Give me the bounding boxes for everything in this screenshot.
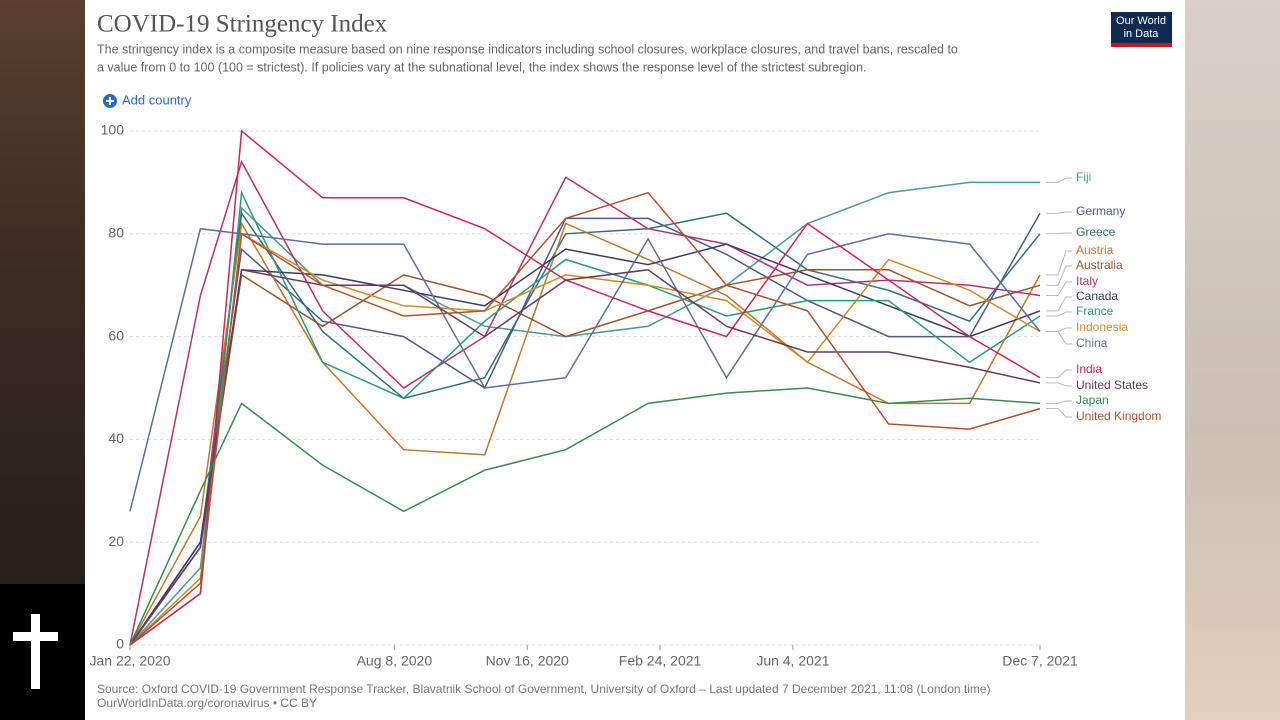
chart-title: COVID-19 Stringency Index [97, 11, 388, 38]
x-tick-label: Jun 4, 2021 [756, 653, 829, 669]
subtitle: a value from 0 to 100 (100 = strictest).… [97, 60, 867, 74]
legend-connector [1046, 232, 1072, 235]
x-tick-label: Aug 8, 2020 [357, 653, 433, 669]
legend-connector [1046, 382, 1072, 387]
legend-label: Greece [1076, 225, 1116, 239]
series-line [129, 189, 1041, 646]
legend-label: Fiji [1076, 170, 1091, 184]
series-line [129, 243, 1041, 646]
x-tick-label: Feb 24, 2021 [619, 653, 702, 669]
legend-connector [1046, 311, 1072, 317]
series-line [129, 211, 1041, 646]
legend-label: Australia [1076, 258, 1123, 272]
legend-connector [1046, 211, 1072, 214]
legend-connector [1046, 265, 1072, 286]
y-tick-label: 100 [101, 122, 125, 138]
legend-connector [1046, 281, 1072, 296]
source: OurWorldInData.org/coronavirus • CC BY [97, 696, 317, 710]
legend-connector [1046, 327, 1072, 332]
y-tick-label: 80 [108, 225, 124, 241]
add-plus[interactable] [106, 97, 114, 105]
logo-text: Our World [1116, 15, 1166, 27]
legend-connector [1046, 250, 1072, 276]
series-line [129, 387, 1041, 646]
series-line [129, 181, 1040, 646]
y-tick-label: 20 [108, 533, 124, 549]
source: Source: Oxford COVID-19 Government Respo… [97, 682, 991, 696]
add-country[interactable]: Add country [103, 92, 192, 108]
y-tick-label: 0 [116, 636, 124, 652]
legend-connector [1046, 369, 1072, 379]
x-tick-label: Jan 22, 2020 [90, 653, 171, 669]
legend-label: United Kingdom [1076, 409, 1161, 423]
legend-label: Canada [1076, 289, 1118, 303]
logo-text: in Data [1124, 28, 1160, 40]
legend-label: United States [1076, 378, 1148, 392]
legend-label: France [1076, 304, 1114, 318]
legend-label: India [1076, 362, 1102, 376]
legend-connector [1046, 408, 1072, 418]
series-line [129, 191, 1041, 646]
webcam-right [1185, 0, 1280, 720]
y-tick-label: 60 [108, 327, 124, 343]
legend-label: Austria [1076, 243, 1114, 257]
add-country-label[interactable]: Add country [122, 92, 192, 107]
legend-label: China [1076, 336, 1108, 350]
legend-label: Indonesia [1076, 320, 1128, 334]
legend-label: Germany [1076, 204, 1125, 218]
legend-connector [1046, 330, 1072, 345]
legend-connector [1046, 177, 1072, 183]
chart-panel [85, 0, 1185, 720]
legend-label: Japan [1076, 393, 1109, 407]
logo-bar [1111, 43, 1172, 47]
legend-connector [1046, 400, 1072, 404]
cross-icon [0, 584, 85, 720]
series-line [129, 269, 1041, 646]
logo-box [1111, 12, 1172, 47]
y-tick-label: 40 [108, 430, 124, 446]
legend-connector [1046, 296, 1072, 312]
x-tick-label: Nov 16, 2020 [486, 653, 569, 669]
cross-svg [13, 614, 58, 689]
legend-label: Italy [1076, 274, 1098, 288]
series-line [129, 268, 1041, 646]
x-tick-label: Dec 7, 2021 [1002, 653, 1078, 669]
subtitle: The stringency index is a composite meas… [97, 42, 958, 56]
